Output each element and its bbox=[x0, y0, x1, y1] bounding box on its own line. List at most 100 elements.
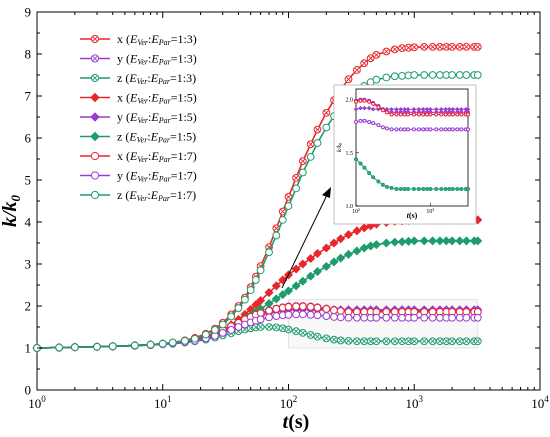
circle-marker bbox=[420, 313, 429, 322]
circle-marker bbox=[398, 112, 403, 117]
circle-marker bbox=[353, 313, 361, 322]
circle-marker bbox=[462, 313, 471, 322]
diamond-marker bbox=[411, 106, 417, 112]
cross-mark bbox=[373, 52, 380, 58]
circle-marker bbox=[428, 313, 437, 322]
circle-marker bbox=[398, 313, 406, 322]
cross-mark bbox=[399, 338, 405, 345]
circle-marker bbox=[459, 127, 464, 132]
x-axis-ticks: 100 101 102 103 104 bbox=[28, 12, 549, 411]
cross-mark bbox=[411, 44, 418, 51]
circle-marker bbox=[227, 312, 236, 321]
cross-mark bbox=[381, 183, 385, 187]
cross-mark bbox=[475, 44, 481, 50]
plot-area bbox=[32, 11, 541, 391]
diamond-marker bbox=[271, 294, 281, 304]
circle-marker bbox=[372, 75, 381, 84]
circle-marker bbox=[428, 112, 433, 117]
cross-mark bbox=[359, 162, 362, 165]
circle-marker bbox=[394, 112, 399, 117]
circle-marker bbox=[218, 328, 227, 337]
y-axis-title: k/k0 bbox=[0, 194, 23, 227]
diamond-marker bbox=[420, 106, 426, 112]
cross-mark bbox=[314, 333, 321, 340]
inset-series-3 bbox=[354, 157, 470, 191]
circle-marker bbox=[284, 302, 293, 311]
cross-mark bbox=[257, 324, 264, 330]
circle-marker bbox=[227, 326, 236, 334]
cross-mark bbox=[367, 171, 371, 175]
legend-label: z (EVer:EPar=1:7) bbox=[117, 188, 196, 203]
legend-label: y (EVer:EPar=1:5) bbox=[117, 110, 197, 125]
circle-marker bbox=[443, 127, 448, 132]
legend-label: y (EVer:EPar=1:7) bbox=[117, 169, 197, 184]
diamond-marker bbox=[90, 92, 100, 103]
y-tick-label: 5 bbox=[25, 173, 32, 188]
diamond-marker bbox=[283, 286, 294, 296]
cross-mark bbox=[443, 44, 450, 50]
cross-mark bbox=[354, 338, 360, 345]
cross-mark bbox=[403, 187, 407, 191]
inset-y-tick-label: 1.5 bbox=[346, 151, 354, 157]
cross-mark bbox=[456, 44, 463, 50]
cross-mark bbox=[405, 44, 412, 51]
legend-label: x (EVer:EPar=1:3) bbox=[117, 32, 197, 47]
diamond-marker bbox=[434, 106, 439, 112]
inset-x-label: t(s) bbox=[407, 211, 418, 220]
diamond-marker bbox=[358, 105, 363, 111]
circle-marker bbox=[292, 310, 301, 319]
circle-marker bbox=[93, 342, 101, 351]
circle-marker bbox=[158, 339, 167, 348]
cross-mark bbox=[307, 141, 314, 148]
cross-mark bbox=[354, 67, 360, 73]
diamond-marker bbox=[298, 259, 308, 269]
circle-marker bbox=[389, 112, 394, 117]
diamond-marker bbox=[291, 264, 301, 274]
annotation-arrow bbox=[281, 187, 331, 289]
circle-marker bbox=[322, 123, 331, 132]
inset-chart: 1.0 1.5 2.0 102 103 t(s) k/k0 bbox=[333, 84, 477, 225]
legend-entry: x (EVer:EPar=1:7) bbox=[80, 149, 197, 164]
circle-marker bbox=[360, 313, 369, 322]
legend-entry: y (EVer:EPar=1:7) bbox=[80, 169, 197, 184]
inset-y-tick-label: 2.0 bbox=[346, 98, 354, 104]
legend-label: y (EVer:EPar=1:3) bbox=[117, 52, 197, 67]
circle-marker bbox=[455, 313, 464, 322]
cross-mark bbox=[466, 187, 470, 191]
circle-marker bbox=[272, 231, 281, 240]
cross-mark bbox=[395, 187, 398, 191]
cross-mark bbox=[279, 208, 286, 215]
circle-marker bbox=[292, 184, 301, 193]
diamond-marker bbox=[312, 248, 322, 259]
circle-marker bbox=[306, 310, 315, 319]
circle-marker bbox=[402, 112, 407, 117]
legend-label: z (EVer:EPar=1:3) bbox=[117, 71, 196, 86]
circle-marker bbox=[298, 168, 307, 177]
circle-marker bbox=[367, 119, 372, 124]
circle-marker bbox=[390, 313, 399, 322]
circle-marker bbox=[90, 151, 100, 161]
circle-marker bbox=[473, 313, 482, 322]
circle-marker bbox=[448, 71, 457, 79]
circle-marker bbox=[234, 323, 243, 331]
circle-marker bbox=[466, 127, 470, 132]
diamond-marker bbox=[416, 106, 422, 112]
circle-marker bbox=[394, 127, 399, 132]
cross-mark bbox=[448, 187, 451, 191]
diamond-marker bbox=[443, 106, 448, 112]
circle-marker bbox=[398, 127, 403, 132]
cross-mark bbox=[417, 187, 421, 191]
diamond-marker bbox=[455, 106, 460, 112]
cross-mark bbox=[92, 75, 98, 81]
circle-marker bbox=[354, 99, 358, 104]
circle-marker bbox=[336, 313, 345, 322]
circle-marker bbox=[330, 313, 338, 321]
cross-mark bbox=[285, 326, 292, 333]
circle-marker bbox=[372, 313, 381, 322]
diamond-marker bbox=[381, 238, 391, 248]
diamond-marker bbox=[90, 131, 100, 142]
y-tick-label: 3 bbox=[25, 257, 32, 272]
circle-marker bbox=[256, 309, 265, 318]
circle-marker bbox=[55, 343, 64, 352]
diamond-marker bbox=[447, 236, 457, 246]
